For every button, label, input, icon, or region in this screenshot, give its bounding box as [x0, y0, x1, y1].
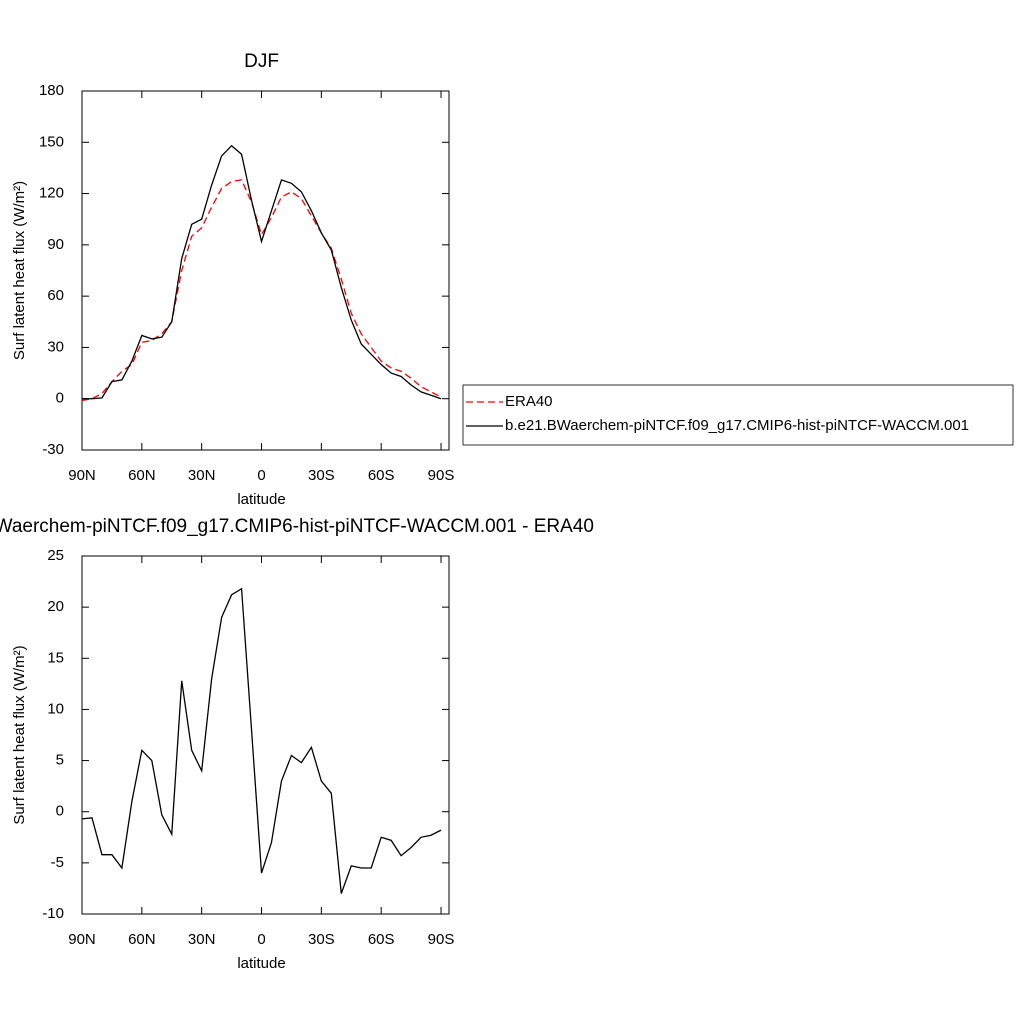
y-tick-label: -5 — [51, 854, 64, 871]
x-tick-label: 60S — [368, 467, 395, 484]
x-tick-label: 0 — [257, 467, 265, 484]
y-tick-label: 5 — [56, 752, 64, 769]
x-tick-label: 60S — [368, 931, 395, 948]
y-tick-label: 30 — [47, 338, 64, 355]
legend-box — [462, 384, 1014, 446]
y-tick-label: 15 — [47, 649, 64, 666]
y-axis-label: Surf latent heat flux (W/m²) — [11, 645, 28, 824]
x-tick-label: 0 — [257, 931, 265, 948]
x-tick-label: 30S — [308, 931, 335, 948]
y-tick-label: 25 — [47, 547, 64, 564]
x-tick-label: 60N — [128, 467, 156, 484]
x-tick-label: 30N — [188, 931, 216, 948]
plot-frame — [81, 555, 450, 915]
legend-label: ERA40 — [505, 393, 553, 410]
y-tick-label: 150 — [39, 133, 64, 150]
y-tick-label: 60 — [47, 287, 64, 304]
y-tick-label: 10 — [47, 700, 64, 717]
x-tick-label: 30N — [188, 467, 216, 484]
chart-title: DJF — [244, 51, 279, 72]
data-line — [81, 179, 442, 402]
y-tick-label: 20 — [47, 598, 64, 615]
x-axis-label: latitude — [237, 491, 285, 508]
x-tick-label: 60N — [128, 931, 156, 948]
y-tick-label: 120 — [39, 185, 64, 202]
chart-title: b.e21.BWaerchem-piNTCF.f09_g17.CMIP6-his… — [0, 516, 594, 537]
x-tick-label: 90S — [428, 931, 455, 948]
x-tick-label: 90N — [68, 467, 96, 484]
data-line — [81, 587, 442, 894]
y-tick-label: 180 — [39, 82, 64, 99]
y-tick-label: -30 — [42, 441, 64, 458]
y-tick-label: 90 — [47, 236, 64, 253]
data-line — [82, 144, 442, 400]
y-axis-label: Surf latent heat flux (W/m²) — [11, 181, 28, 360]
y-tick-label: 0 — [56, 803, 64, 820]
x-axis-label: latitude — [237, 955, 285, 972]
x-tick-label: 90N — [68, 931, 96, 948]
x-tick-label: 90S — [428, 467, 455, 484]
legend-label: b.e21.BWaerchem-piNTCF.f09_g17.CMIP6-his… — [505, 417, 969, 434]
y-tick-label: 0 — [56, 390, 64, 407]
y-tick-label: -10 — [42, 905, 64, 922]
x-tick-label: 30S — [308, 467, 335, 484]
plot-frame — [81, 90, 450, 451]
